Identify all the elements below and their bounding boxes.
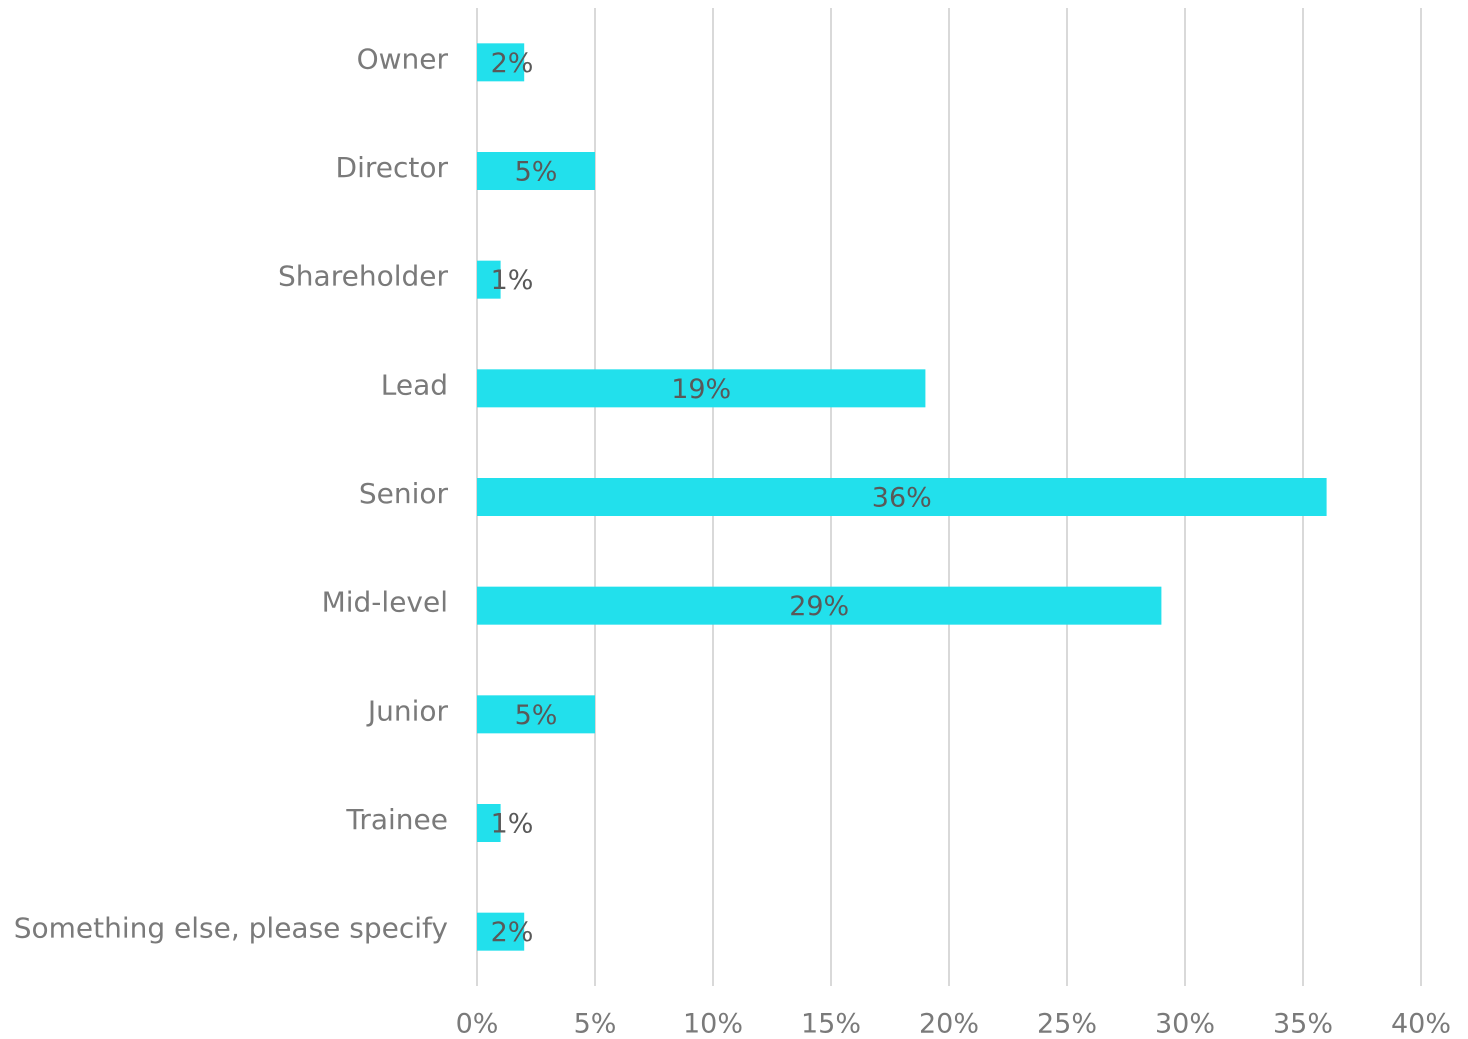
y-tick-label: Owner <box>357 42 449 75</box>
y-tick-label: Mid-level <box>322 586 448 619</box>
data-label: 1% <box>491 809 534 840</box>
data-label: 2% <box>491 917 534 948</box>
x-tick-label: 20% <box>919 1009 979 1039</box>
bar <box>477 912 525 951</box>
bar <box>477 478 1327 516</box>
y-tick-label: Director <box>336 151 449 184</box>
data-label: 19% <box>671 374 731 405</box>
bar <box>477 43 525 82</box>
data-label: 5% <box>515 157 558 188</box>
y-tick-label: Lead <box>381 368 448 401</box>
x-tick-label: 35% <box>1273 1009 1333 1039</box>
bar <box>477 152 595 190</box>
y-tick-label: Senior <box>359 477 449 510</box>
data-label: 2% <box>491 48 534 79</box>
x-tick-label: 40% <box>1391 1009 1451 1039</box>
y-tick-label: Trainee <box>345 803 448 836</box>
data-label: 29% <box>789 591 849 622</box>
data-label: 1% <box>491 265 534 296</box>
bar <box>477 586 1162 625</box>
bar <box>477 695 595 734</box>
x-tick-label: 25% <box>1037 1009 1097 1039</box>
data-label: 5% <box>515 700 558 731</box>
bar <box>477 804 501 842</box>
data-label: 36% <box>872 483 932 514</box>
x-tick-label: 15% <box>801 1009 861 1039</box>
bar <box>477 260 501 299</box>
y-tick-label: Shareholder <box>278 260 448 293</box>
y-tick-label: Something else, please specify <box>14 912 448 945</box>
x-tick-label: 10% <box>683 1009 743 1039</box>
x-tick-label: 30% <box>1155 1009 1215 1039</box>
y-tick-label: Junior <box>366 694 449 727</box>
bar <box>477 369 926 408</box>
x-tick-label: 0% <box>456 1009 499 1039</box>
x-tick-label: 5% <box>574 1009 617 1039</box>
